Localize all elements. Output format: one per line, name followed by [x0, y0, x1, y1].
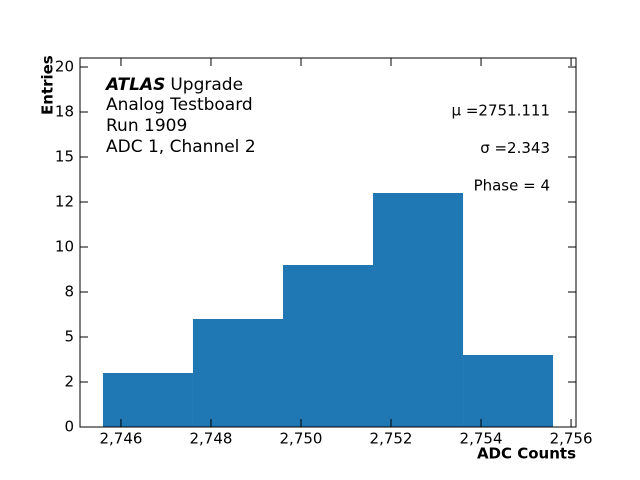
info-line: ADC 1, Channel 2 [106, 137, 256, 157]
x-tick-label: 2,756 [550, 430, 593, 448]
atlas-tag: Upgrade [170, 75, 243, 95]
bar [282, 265, 374, 427]
y-tick-label: 5 [64, 328, 74, 346]
bar [102, 373, 193, 427]
bar [192, 319, 283, 427]
stat-line: σ =2.343 [480, 139, 550, 157]
y-tick-label: 12 [55, 193, 74, 211]
info-line: Analog Testboard [106, 95, 253, 115]
bar [463, 355, 554, 427]
x-tick-label: 2,746 [99, 430, 142, 448]
atlas-experiment: ATLAS [104, 75, 165, 95]
x-axis-label: ADC Counts [477, 445, 576, 463]
y-axis-label: Entries [39, 55, 57, 115]
info-line: Run 1909 [106, 116, 187, 136]
y-tick-label: 2 [64, 373, 74, 391]
stat-line: μ =2751.111 [452, 102, 550, 120]
y-tick-label: 8 [64, 283, 74, 301]
x-tick-label: 2,752 [370, 430, 413, 448]
x-tick-label: 2,754 [460, 430, 503, 448]
y-tick-label: 10 [55, 238, 74, 256]
stat-line: Phase = 4 [474, 177, 550, 195]
x-tick-label: 2,748 [189, 430, 232, 448]
y-tick-label: 0 [64, 418, 74, 436]
y-tick-label: 18 [55, 103, 74, 121]
y-tick-label: 20 [55, 58, 74, 76]
atlas-label: ATLAS Upgrade [104, 75, 243, 95]
x-tick-label: 2,750 [280, 430, 323, 448]
y-tick-label: 15 [55, 148, 74, 166]
plot-frame [79, 57, 577, 428]
bar [373, 193, 464, 427]
